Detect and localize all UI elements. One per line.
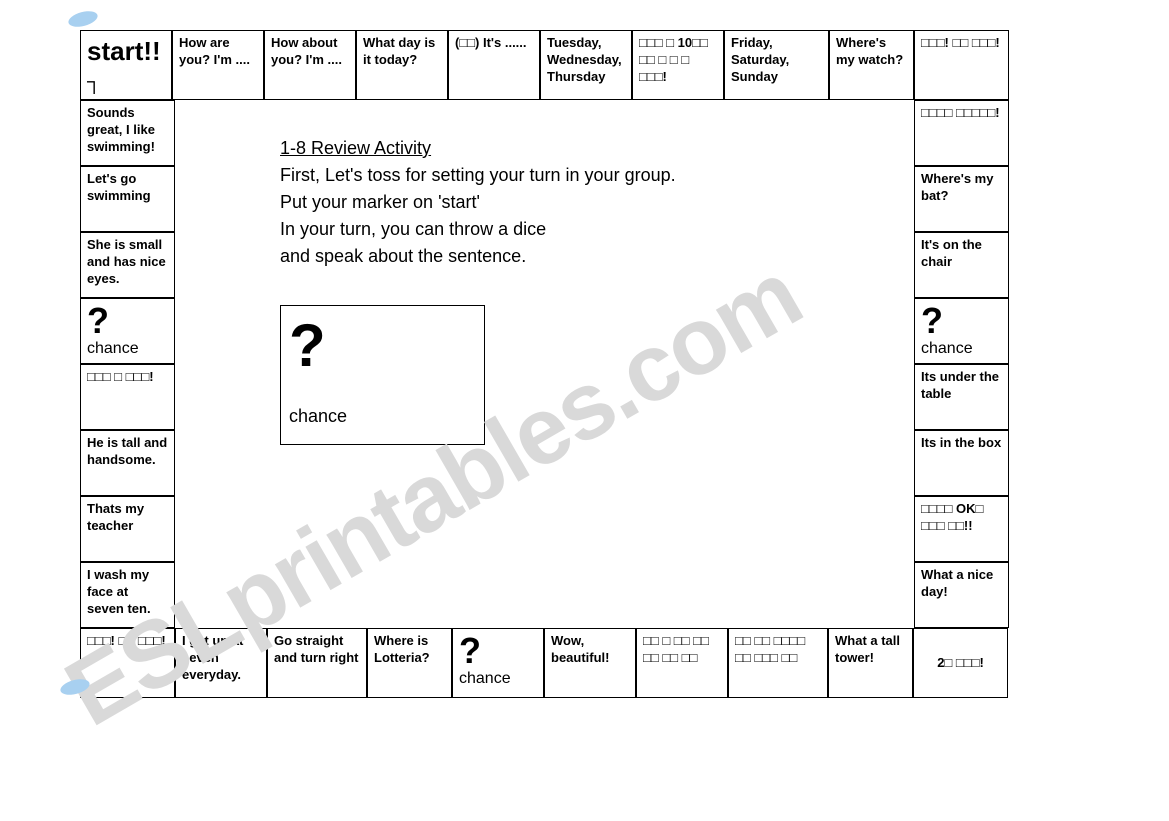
right-cell-7: What a nice day! — [914, 562, 1009, 628]
game-board: start!!┐How are you? I'm ....How about y… — [80, 30, 1100, 780]
right-cell-5: Its in the box — [914, 430, 1009, 496]
chance-question-icon: ? — [921, 303, 1002, 339]
right-cell-1: Where's my bat? — [914, 166, 1009, 232]
center-title: 1-8 Review Activity — [280, 135, 676, 162]
start-label: start!! — [87, 35, 165, 69]
center-chance-box: ? chance — [280, 305, 485, 445]
chance-label: chance — [459, 669, 537, 690]
top-cell-6: □□□ □ 10□□ □□ □ □ □ □□□! — [632, 30, 724, 100]
left-cell-1: Let's go swimming — [80, 166, 175, 232]
center-line-3: and speak about the sentence. — [280, 243, 676, 270]
center-line-0: First, Let's toss for setting your turn … — [280, 162, 676, 189]
top-cell-4: (□□) It's ...... — [448, 30, 540, 100]
top-cell-8: Where's my watch? — [829, 30, 914, 100]
right-cell-4: Its under the table — [914, 364, 1009, 430]
right-cell-6: □□□□ OK□ □□□ □□!! — [914, 496, 1009, 562]
bottom-cell-2: Go straight and turn right — [267, 628, 367, 698]
start-corner-glyph: ┐ — [87, 69, 165, 95]
left-cell-3: ?chance — [80, 298, 175, 364]
right-cell-0: □□□□ □□□□□! — [914, 100, 1009, 166]
big-chance-label: chance — [289, 406, 476, 427]
left-cell-4: □□□ □ □□□! — [80, 364, 175, 430]
left-cell-7: I wash my face at seven ten. — [80, 562, 175, 628]
center-line-2: In your turn, you can throw a dice — [280, 216, 676, 243]
top-cell-3: What day is it today? — [356, 30, 448, 100]
bottom-cell-3: Where is Lotteria? — [367, 628, 452, 698]
bottom-cell-4: ?chance — [452, 628, 544, 698]
decorative-blob-top — [67, 8, 100, 29]
right-cell-2: It's on the chair — [914, 232, 1009, 298]
top-cell-1: How are you? I'm .... — [172, 30, 264, 100]
top-cell-9: □□□! □□ □□□! — [914, 30, 1009, 100]
right-cell-3: ?chance — [914, 298, 1009, 364]
left-cell-5: He is tall and handsome. — [80, 430, 175, 496]
bottom-cell-5: Wow, beautiful! — [544, 628, 636, 698]
left-cell-0: Sounds great, I like swimming! — [80, 100, 175, 166]
left-cell-2: She is small and has nice eyes. — [80, 232, 175, 298]
top-cell-0: start!!┐ — [80, 30, 172, 100]
bottom-cell-0: □□□! □□ □□□! — [80, 628, 175, 698]
bottom-cell-7: □□ □□ □□□□ □□ □□□ □□ — [728, 628, 828, 698]
top-cell-2: How about you? I'm .... — [264, 30, 356, 100]
bottom-cell-6: □□ □ □□ □□ □□ □□ □□ — [636, 628, 728, 698]
chance-question-icon: ? — [87, 303, 168, 339]
bottom-cell-1: I get up at seven everyday. — [175, 628, 267, 698]
chance-label: chance — [921, 339, 1002, 360]
top-cell-5: Tuesday, Wednesday, Thursday — [540, 30, 632, 100]
bottom-cell-8: What a tall tower! — [828, 628, 913, 698]
top-cell-7: Friday, Saturday, Sunday — [724, 30, 829, 100]
center-line-1: Put your marker on 'start' — [280, 189, 676, 216]
chance-question-icon: ? — [459, 633, 537, 669]
chance-label: chance — [87, 339, 168, 360]
big-chance-question-icon: ? — [289, 316, 476, 376]
left-cell-6: Thats my teacher — [80, 496, 175, 562]
center-instructions: 1-8 Review ActivityFirst, Let's toss for… — [280, 135, 676, 270]
bottom-cell-9: 2□ □□□! — [913, 628, 1008, 698]
